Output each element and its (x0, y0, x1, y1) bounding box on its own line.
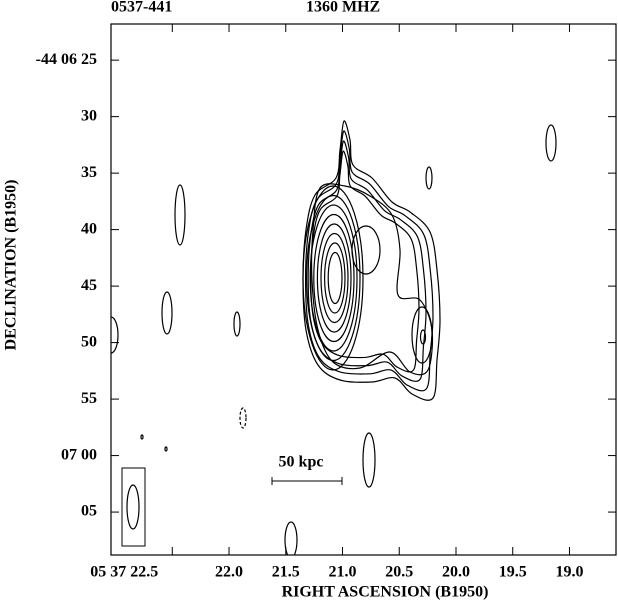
x-tick-label: 19.0 (555, 564, 583, 581)
contour (302, 185, 364, 371)
contours (111, 120, 557, 555)
chart-title: 0537-441 (111, 0, 172, 16)
x-tick-label: 21.0 (329, 564, 357, 581)
contour (310, 183, 434, 376)
beam-box (121, 467, 146, 547)
y-tick-label: -44 06 25 (36, 51, 97, 68)
contour (425, 166, 433, 190)
x-tick-label: 20.5 (385, 564, 413, 581)
contour (284, 521, 298, 555)
x-tick-label: 21.5 (272, 564, 300, 581)
y-tick-label: 35 (81, 164, 97, 181)
x-tick-label: 20.0 (442, 564, 470, 581)
contour (411, 306, 433, 364)
y-tick-label: 45 (81, 277, 97, 294)
y-tick-label: 50 (81, 333, 97, 350)
contour (545, 124, 557, 162)
contour (313, 213, 355, 343)
beam (126, 484, 140, 530)
contour (419, 329, 427, 345)
y-axis-label: DECLINATION (B1950) (3, 180, 20, 351)
contour (362, 432, 376, 488)
y-tick-label: 55 (81, 390, 97, 407)
contour (140, 434, 144, 440)
contour (233, 311, 241, 337)
contour (327, 251, 343, 305)
contour (309, 204, 358, 352)
contour (111, 316, 119, 354)
contour (323, 242, 346, 314)
x-tick-label: 05 37 22.5 (90, 564, 158, 581)
contour (302, 120, 441, 401)
y-tick-label: 40 (81, 220, 97, 237)
y-tick-label: 07 00 (61, 446, 97, 463)
contour (316, 223, 352, 333)
contour (305, 194, 361, 362)
x-tick-label: 22.0 (215, 564, 243, 581)
plot-frame (110, 23, 617, 556)
x-axis-label: RIGHT ASCENSION (B1950) (282, 584, 489, 601)
scale-label: 50 kpc (279, 454, 324, 471)
contour (310, 150, 420, 373)
contour (304, 130, 434, 392)
x-tick-label: 19.5 (499, 564, 527, 581)
contour (161, 291, 173, 335)
y-tick-label: 30 (81, 107, 97, 124)
contour (174, 184, 186, 246)
contour (320, 232, 349, 324)
contour (239, 407, 247, 429)
contour (164, 446, 168, 452)
y-tick-label: 05 (81, 503, 97, 520)
chart-subtitle: 1360 MHZ (306, 0, 380, 16)
